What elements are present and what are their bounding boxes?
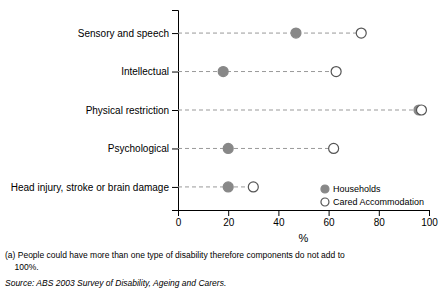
y-tick-mark bbox=[172, 110, 178, 111]
legend-label: Cared Accommodation bbox=[333, 197, 424, 207]
y-tick-mark bbox=[172, 187, 178, 188]
x-tick-label: 20 bbox=[223, 217, 235, 228]
x-tick: 0 bbox=[176, 210, 182, 228]
x-tick-label: 40 bbox=[273, 217, 285, 228]
x-tick-mark bbox=[278, 210, 279, 216]
guide-line bbox=[178, 110, 421, 111]
legend-swatch bbox=[321, 185, 329, 193]
x-tick: 40 bbox=[273, 210, 285, 228]
legend-item: Cared Accommodation bbox=[321, 197, 424, 207]
y-tick-mark bbox=[172, 33, 178, 34]
x-tick-mark bbox=[228, 210, 229, 216]
guide-line bbox=[178, 71, 336, 72]
dot bbox=[223, 182, 233, 192]
y-tick-mark bbox=[172, 72, 178, 73]
x-tick: 80 bbox=[374, 210, 386, 228]
y-tick-label: Psychological bbox=[108, 143, 169, 154]
y-tick-label: Head injury, stroke or brain damage bbox=[11, 182, 170, 193]
y-axis: Head injury, stroke or brain damage Psych… bbox=[11, 11, 179, 211]
y-tick-label: Sensory and speech bbox=[78, 28, 169, 39]
dot bbox=[291, 28, 301, 38]
dot bbox=[223, 143, 233, 153]
x-tick-label: 60 bbox=[324, 217, 336, 228]
y-tick-label: Physical restriction bbox=[86, 105, 169, 116]
chart: 0 20 40 60 80 100 Head injury, stroke or brain… bbox=[0, 0, 445, 302]
x-tick-label: 100 bbox=[421, 217, 438, 228]
guide-line bbox=[178, 148, 334, 149]
x-axis: 0 20 40 60 80 100 bbox=[176, 210, 439, 228]
footnote: 100%. bbox=[5, 262, 39, 272]
x-tick-mark bbox=[329, 210, 330, 216]
y-tick: Head injury, stroke or brain damage bbox=[11, 182, 178, 193]
guide-line bbox=[178, 186, 253, 187]
legend-label: Households bbox=[333, 184, 381, 194]
series bbox=[218, 28, 424, 192]
legend-swatch bbox=[321, 198, 329, 206]
x-tick: 100 bbox=[421, 210, 438, 228]
x-tick: 60 bbox=[324, 210, 336, 228]
y-tick: Physical restriction bbox=[86, 105, 178, 116]
y-tick: Sensory and speech bbox=[78, 28, 178, 39]
legend: Households Cared Accommodation bbox=[321, 184, 424, 207]
dot bbox=[356, 28, 366, 38]
x-axis-title: % bbox=[299, 232, 309, 244]
x-axis-line bbox=[179, 211, 430, 217]
x-tick-label: 80 bbox=[374, 217, 386, 228]
series bbox=[248, 28, 426, 192]
dot bbox=[416, 105, 426, 115]
x-tick: 20 bbox=[223, 210, 235, 228]
y-tick-mark bbox=[172, 148, 178, 149]
footnote: Source: ABS 2003 Survey of Disability, A… bbox=[5, 278, 226, 288]
x-tick-mark bbox=[429, 210, 430, 216]
y-tick-label: Intellectual bbox=[121, 66, 169, 77]
plot: 0 20 40 60 80 100 Head injury, stroke or brain… bbox=[11, 11, 439, 245]
x-tick-label: 0 bbox=[176, 217, 182, 228]
y-tick: Psychological bbox=[108, 143, 178, 154]
dot bbox=[218, 67, 228, 77]
dot bbox=[331, 67, 341, 77]
x-tick-mark bbox=[379, 210, 380, 216]
y-axis-line bbox=[172, 11, 179, 211]
y-tick: Intellectual bbox=[121, 66, 178, 77]
guide-line bbox=[178, 33, 361, 34]
legend-item: Households bbox=[321, 184, 381, 194]
dot bbox=[329, 143, 339, 153]
marks bbox=[178, 28, 426, 192]
footnote: (a) People could have more than one type… bbox=[5, 250, 345, 260]
dot bbox=[248, 182, 258, 192]
